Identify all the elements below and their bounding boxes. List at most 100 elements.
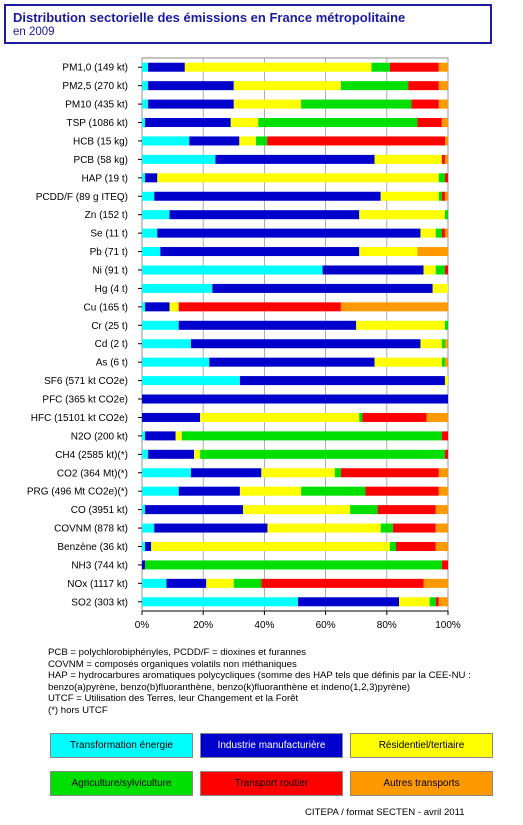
x-tick-label: 0% [135,620,150,631]
bar-segment [435,541,448,551]
bar-segment [142,597,299,607]
x-tick-label: 40% [254,620,274,631]
y-category-label: Se (11 t) [90,229,128,240]
bar-segment [142,578,167,588]
bar-segment [334,468,341,478]
bar-segment [142,283,213,293]
bar-segment [411,99,439,109]
bar-segment [142,468,191,478]
bar-segment [256,136,268,146]
footnote-line: UTCF = Utilisation des Terres, leur Chan… [48,693,299,704]
y-category-label: CO2 (364 Mt)(*) [57,468,128,479]
bar-segment [142,247,161,257]
bar-segment [444,265,448,275]
y-category-label: Ni (91 t) [92,265,128,276]
bar-segment [151,541,390,551]
bar-segment [441,118,448,128]
bar-segment [160,247,360,257]
bar-segment [438,597,448,607]
bar-segment [178,486,240,496]
bar-segment [142,449,149,459]
bar-segment [340,468,439,478]
bar-segment [142,320,179,330]
bar-segment [142,210,170,220]
bar-segment [148,449,195,459]
bar-segment [148,81,234,91]
bar-segment [444,210,448,220]
bar-segment [408,81,439,91]
bar-segment [142,560,146,570]
y-category-label: PFC (365 kt CO2e) [42,395,128,406]
bar-segment [178,320,357,330]
bar-segment [142,523,155,533]
bar-segment [392,523,436,533]
bar-segment [157,228,421,238]
footnote-line: PCB = polychlorobiphényles, PCDD/F = dio… [48,647,307,658]
bar-segment [438,99,448,109]
bar-segment [423,578,448,588]
bar-segment [444,357,448,367]
y-category-label: PCB (58 kg) [74,155,128,166]
bar-segment [441,357,445,367]
y-category-label: NH3 (744 kt) [71,560,128,571]
bar-segment [142,118,146,128]
bar-segment [444,154,448,164]
y-category-label: Zn (152 t) [85,210,128,221]
y-category-label: NOx (1117 kt) [67,579,128,590]
bar-segment [190,339,421,349]
bar-segment [356,320,445,330]
bar-segment [157,173,439,183]
bar-segment [435,265,445,275]
bar-segment [142,486,179,496]
legend-item-residentiel-tertiaire: Résidentiel/tertiaire [350,733,493,758]
bar-segment [380,523,393,533]
bar-segment [444,320,448,330]
y-category-label: As (6 t) [96,358,128,369]
bar-segment [261,468,335,478]
bar-segment [340,81,409,91]
bar-segment [444,449,448,459]
chart-title: Distribution sectorielle des émissions e… [13,10,406,25]
x-tick-label: 80% [377,620,397,631]
y-category-label: PCDD/F (89 g ITEQ) [36,192,128,203]
bar-segment [389,62,439,72]
bar-segment [206,578,234,588]
y-category-label: Benzène (36 kt) [57,542,128,553]
bar-segment [142,81,149,91]
y-category-label: COVNM (878 kt) [54,524,128,535]
y-category-label: N2O (200 kt) [71,431,128,442]
bar-segment [239,486,302,496]
bar-segment [362,412,427,422]
bar-segment [444,191,448,201]
bar-segment [389,541,396,551]
x-tick-label: 60% [316,620,336,631]
y-category-label: PM1,0 (149 kt) [62,63,128,74]
bar-segment [261,578,424,588]
bar-segment [426,412,448,422]
bar-segment [215,154,375,164]
bar-segment [200,412,360,422]
bar-segment [441,560,448,570]
bar-segment [230,118,259,128]
y-category-label: Cd (2 t) [95,339,128,350]
bar-segment [166,578,207,588]
bar-segment [154,523,268,533]
bar-segment [145,541,152,551]
bar-segment [438,81,448,91]
bar-segment [435,597,439,607]
bar-segment [142,431,146,441]
bar-segment [444,173,448,183]
bar-segment [444,376,448,386]
bar-segment [142,173,146,183]
bar-segment [145,505,243,515]
chart-subtitle: en 2009 [13,26,55,38]
bar-segment [438,191,442,201]
bar-segment [444,339,448,349]
bar-segment [175,431,182,441]
bar-segment [301,99,412,109]
legend-item-autres-transports: Autres transports [350,771,493,796]
bar-segment [420,228,436,238]
bar-segment [209,357,375,367]
bar-segment [438,62,448,72]
bar-segment [142,412,201,422]
